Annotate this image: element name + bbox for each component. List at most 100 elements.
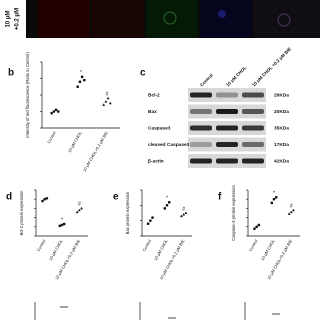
band: [242, 142, 264, 147]
data-point: [165, 204, 169, 207]
data-point: [57, 110, 60, 113]
data-point: [60, 223, 64, 227]
y-axis-label: Intensity of red fluorescence (Ratio to …: [25, 52, 30, 138]
significance: *: [273, 191, 275, 197]
data-point: [180, 214, 183, 218]
band: [216, 158, 238, 164]
x-tick-label: Control: [46, 130, 57, 144]
data-point: [80, 75, 84, 79]
band: [190, 92, 212, 98]
data-point: [41, 199, 44, 203]
data-point: [50, 111, 53, 115]
band: [216, 109, 238, 114]
band: [242, 92, 264, 98]
data-point: [255, 225, 258, 229]
significance: #: [290, 204, 293, 210]
data-point: [77, 208, 81, 212]
y-axis-label: Bax protein expression: [125, 191, 130, 234]
band: [190, 125, 212, 131]
x-tick-label: 10 μM CHOL: [67, 130, 83, 153]
protein-label: Bax: [148, 109, 157, 115]
x-tick-label: 10 μM CHOL+0.2 μM BIE: [82, 130, 109, 172]
data-point: [102, 103, 106, 106]
significance: *: [166, 196, 168, 202]
data-point: [83, 78, 86, 82]
data-point: [106, 96, 110, 100]
band: [242, 125, 264, 131]
x-tick-label: 10 μM CHOL: [153, 238, 169, 261]
panel-label: b: [8, 68, 14, 79]
band: [190, 109, 212, 114]
data-point: [182, 213, 186, 216]
protein-label: Caspase3: [148, 125, 171, 131]
data-point: [270, 201, 273, 205]
panel-label: d: [6, 192, 12, 203]
image-tile: [254, 0, 320, 38]
band: [190, 142, 212, 147]
row-label: 10 μM: [6, 10, 12, 27]
significance: *: [80, 70, 82, 76]
significance: #: [106, 92, 109, 98]
size-label: 26KDa: [274, 92, 289, 98]
band: [216, 125, 238, 131]
image-tile: [146, 0, 198, 38]
image-tile: [92, 0, 144, 38]
lane-label: 10 μM CHOL +0.2 μM BIE: [251, 46, 292, 87]
significance: #: [182, 206, 185, 212]
micrographs: [26, 0, 320, 38]
data-point: [151, 216, 154, 219]
data-point: [184, 211, 188, 214]
nucleus: [218, 10, 226, 18]
cell: [163, 11, 177, 25]
data-point: [54, 108, 58, 112]
panel-label: c: [140, 68, 146, 79]
data-point: [257, 223, 261, 227]
x-tick-label: 10 μM CHOL: [48, 238, 64, 261]
cell: [277, 13, 291, 27]
size-label: 42KDa: [274, 158, 289, 164]
data-point: [287, 212, 291, 215]
data-point: [289, 210, 293, 214]
x-tick-label: Control: [141, 238, 152, 252]
lane-label: 10 μM CHOL: [225, 65, 248, 88]
data-point: [52, 110, 56, 113]
size-label: 20KDa: [274, 109, 289, 115]
data-point: [78, 80, 82, 83]
data-point: [146, 222, 150, 226]
data-point: [292, 208, 295, 212]
protein-label: β-actin: [148, 158, 164, 164]
row-label: +0.2 μM: [15, 8, 21, 30]
y-axis-label: Bcl-2 protein expression: [19, 190, 24, 236]
data-point: [104, 100, 108, 103]
band: [216, 92, 238, 98]
x-tick-label: Control: [36, 238, 47, 252]
band: [242, 158, 264, 164]
x-tick-label: 10 μM CHOL: [260, 238, 276, 261]
protein-label: cleaved Caspase3: [148, 142, 190, 148]
data-point: [63, 222, 66, 226]
data-point: [75, 210, 79, 214]
image-tile: [200, 0, 252, 38]
axis: [34, 302, 246, 320]
data-point: [76, 85, 79, 88]
data-point: [108, 101, 112, 105]
data-point: [58, 224, 61, 228]
band: [216, 142, 238, 147]
band: [242, 109, 264, 114]
lane-label: Control: [199, 73, 214, 88]
significance: *: [61, 217, 63, 223]
data-point: [272, 198, 276, 201]
y-axis-label: Caspase-3 protein expression: [231, 185, 236, 241]
data-point: [43, 197, 46, 201]
data-point: [45, 196, 49, 200]
size-label: 17KDa: [274, 142, 289, 148]
size-label: 35KDa: [274, 125, 289, 131]
panel-label: e: [113, 192, 119, 203]
panel-label: f: [218, 192, 222, 203]
data-point: [149, 219, 152, 222]
cropped-row: [34, 302, 280, 320]
band: [190, 158, 212, 164]
protein-label: Bcl-2: [148, 92, 160, 98]
blot-strip: [188, 88, 266, 102]
